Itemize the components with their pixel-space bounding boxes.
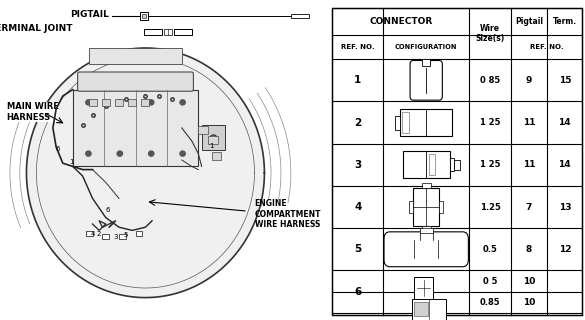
Text: 15: 15 xyxy=(559,76,571,85)
Bar xyxy=(422,226,431,231)
Text: ENGINE
COMPARTMENT
WIRE HARNESS: ENGINE COMPARTMENT WIRE HARNESS xyxy=(254,199,321,229)
Bar xyxy=(415,302,428,316)
Text: 6: 6 xyxy=(105,207,109,212)
Bar xyxy=(88,99,97,106)
Circle shape xyxy=(180,151,185,156)
Bar xyxy=(412,299,446,320)
Bar xyxy=(144,29,162,35)
Text: 4: 4 xyxy=(354,202,362,212)
Circle shape xyxy=(86,100,91,105)
Text: 6: 6 xyxy=(56,146,60,152)
Text: 6: 6 xyxy=(355,287,362,297)
Text: 8: 8 xyxy=(526,245,532,254)
Text: 0 5: 0 5 xyxy=(483,276,497,285)
Text: 7: 7 xyxy=(526,203,532,212)
Bar xyxy=(142,14,146,18)
Bar xyxy=(422,183,431,188)
FancyBboxPatch shape xyxy=(384,232,469,267)
Text: 2: 2 xyxy=(97,231,101,236)
Text: 0.5: 0.5 xyxy=(483,245,497,254)
Bar xyxy=(439,201,443,213)
Text: 9: 9 xyxy=(526,76,532,85)
Bar xyxy=(395,116,400,130)
Bar xyxy=(454,160,460,170)
Text: 12: 12 xyxy=(559,245,571,254)
Bar xyxy=(429,154,435,175)
Bar xyxy=(128,99,136,106)
Text: 5: 5 xyxy=(355,244,362,254)
Text: 0.85: 0.85 xyxy=(480,298,500,307)
Text: 1: 1 xyxy=(69,159,73,164)
Text: 4: 4 xyxy=(90,231,95,236)
Bar xyxy=(422,59,430,66)
Text: 1 25: 1 25 xyxy=(480,160,500,169)
Circle shape xyxy=(149,100,154,105)
Bar xyxy=(198,126,208,134)
Bar xyxy=(413,188,439,226)
Bar xyxy=(119,234,126,239)
Text: 1.25: 1.25 xyxy=(480,203,500,212)
Ellipse shape xyxy=(26,48,264,298)
Text: MAIN WIRE
HARNESS: MAIN WIRE HARNESS xyxy=(6,102,59,122)
Bar xyxy=(142,99,149,106)
Bar xyxy=(409,201,413,213)
Text: 14: 14 xyxy=(559,160,571,169)
Bar xyxy=(102,99,110,106)
Text: 13: 13 xyxy=(559,203,571,212)
Bar xyxy=(73,90,198,166)
Bar xyxy=(90,48,182,64)
Bar xyxy=(402,112,409,133)
Text: 2: 2 xyxy=(355,117,362,128)
Text: 10: 10 xyxy=(523,298,535,307)
Text: 0 85: 0 85 xyxy=(480,76,500,85)
Bar xyxy=(208,136,218,144)
Text: CONFIGURATION: CONFIGURATION xyxy=(395,44,457,50)
Text: PIGTAIL: PIGTAIL xyxy=(70,10,109,19)
Circle shape xyxy=(149,151,154,156)
Text: 1: 1 xyxy=(209,143,214,148)
Bar xyxy=(136,231,142,236)
Bar xyxy=(86,231,92,236)
Text: 14: 14 xyxy=(559,118,571,127)
Text: 10: 10 xyxy=(523,276,535,285)
Text: CONNECTOR: CONNECTOR xyxy=(369,17,432,26)
Text: 3: 3 xyxy=(355,160,362,170)
Bar xyxy=(450,158,454,171)
Text: 11: 11 xyxy=(523,118,535,127)
Bar xyxy=(400,109,452,136)
Bar xyxy=(212,152,222,160)
Text: TERMINAL JOINT: TERMINAL JOINT xyxy=(0,24,73,33)
Circle shape xyxy=(86,151,91,156)
Bar xyxy=(174,29,192,35)
Text: 5: 5 xyxy=(123,232,128,238)
Bar xyxy=(102,234,109,239)
Circle shape xyxy=(117,100,122,105)
Bar xyxy=(202,125,225,150)
FancyBboxPatch shape xyxy=(410,60,442,100)
Text: REF. NO.: REF. NO. xyxy=(341,44,374,50)
Bar xyxy=(415,277,433,300)
Bar xyxy=(291,14,309,18)
Text: Term.: Term. xyxy=(553,17,577,26)
Text: 1 25: 1 25 xyxy=(480,118,500,127)
Text: 3: 3 xyxy=(113,234,118,240)
Circle shape xyxy=(180,100,185,105)
Text: 1: 1 xyxy=(355,75,362,85)
Circle shape xyxy=(117,151,122,156)
Text: Pigtail: Pigtail xyxy=(515,17,543,26)
Text: Wire
Size(s): Wire Size(s) xyxy=(476,24,505,43)
Bar xyxy=(419,228,433,233)
Bar xyxy=(140,12,148,20)
Bar xyxy=(402,151,450,178)
Text: REF. NO.: REF. NO. xyxy=(530,44,563,50)
Text: 11: 11 xyxy=(523,160,535,169)
Bar xyxy=(115,99,123,106)
FancyBboxPatch shape xyxy=(78,72,194,91)
Bar xyxy=(164,28,172,36)
